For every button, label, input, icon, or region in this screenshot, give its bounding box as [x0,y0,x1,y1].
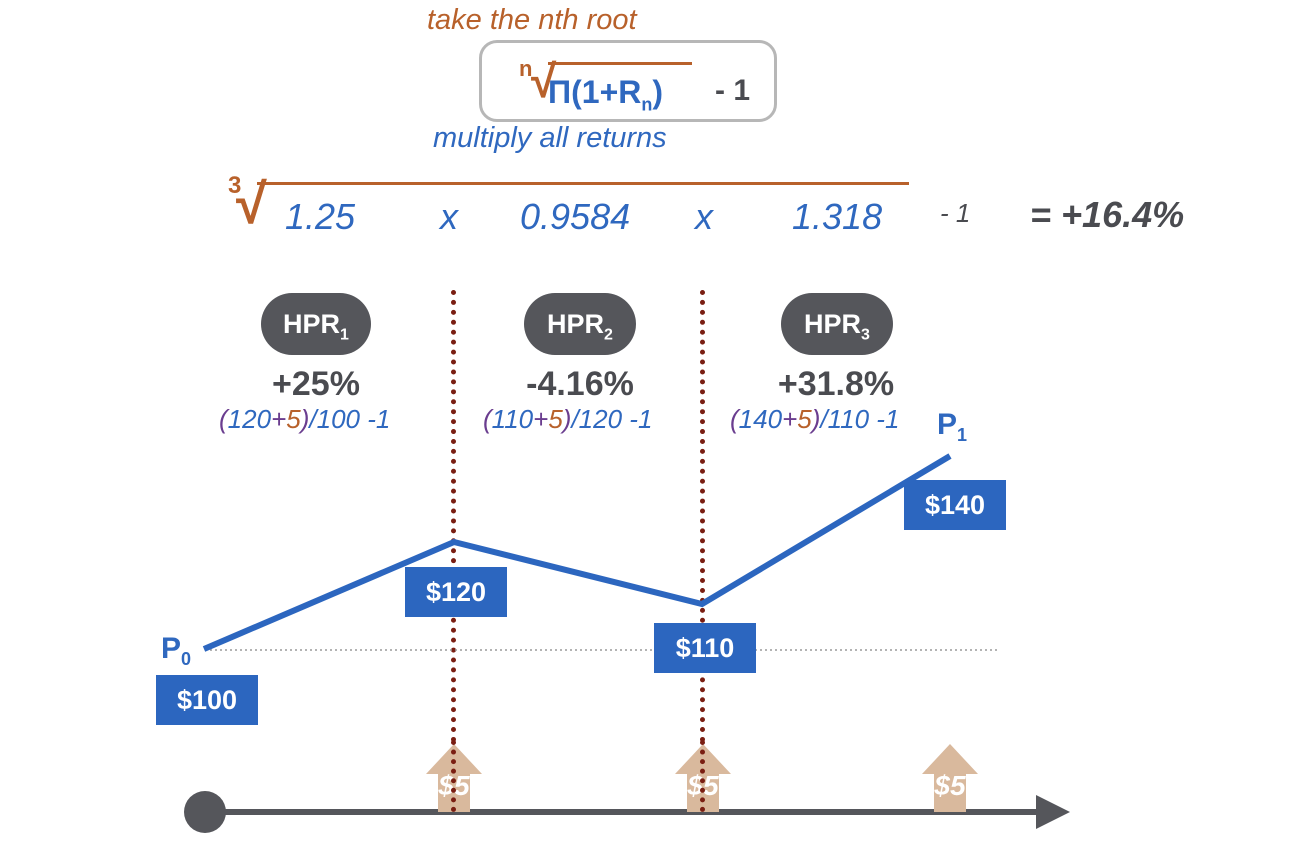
hpr-2-pill: HPR2 [524,293,636,355]
calculation-times-2: x [695,196,713,237]
period-divider-2 [700,290,705,812]
formula-box [479,40,777,122]
formula-minus-one: - 1 [715,74,751,107]
hpr-1-calculation: (120+5)/100 -1 [219,404,391,434]
calculation-radical-bar [257,182,909,185]
hpr-2-calculation: (110+5)/120 -1 [483,404,653,434]
calculation-term-1: 1.25 [285,196,356,237]
price-box-0: $100 [156,675,258,725]
calculation-times-1: x [440,196,458,237]
p0-label: P0 [161,632,192,669]
calculation-root-index: 3 [228,172,242,199]
formula-caption-top: take the nth root [427,4,637,36]
hpr-3-calculation: (140+5)/110 -1 [730,404,900,434]
formula-root-index: n [519,56,533,81]
period-divider-1 [451,290,456,812]
dividend-arrow-3: $5 [922,744,978,812]
formula-product-expression: Π(1+Rn) [548,74,664,115]
calculation-result: = +16.4% [1030,194,1185,235]
period-divider-2-overlay [700,740,705,812]
formula-caption-bottom: multiply all returns [433,122,667,154]
timeline-arrowhead [1036,795,1070,829]
hpr-3-value: +31.8% [777,365,895,403]
hpr-2-value: -4.16% [526,365,634,403]
dividend-arrow-icon [922,744,978,812]
hpr-3-pill: HPR3 [781,293,893,355]
price-path-line [202,453,952,652]
formula-radical-sign: √ [531,55,557,107]
p1-label: P1 [937,408,968,445]
hpr-1-pill: HPR1 [261,293,371,355]
price-box-2: $110 [654,623,756,673]
formula-radical-bar [548,62,692,65]
dividend-label-3: $5 [934,770,966,801]
calculation-minus-one: - 1 [940,198,971,228]
hpr-1-value: +25% [272,365,360,403]
price-box-1: $120 [405,567,507,617]
period-divider-1-overlay [451,740,456,812]
timeline-start-dot [184,791,226,833]
calculation-term-3: 1.318 [792,196,883,237]
calculation-term-2: 0.9584 [520,196,631,237]
price-box-3: $140 [904,480,1006,530]
